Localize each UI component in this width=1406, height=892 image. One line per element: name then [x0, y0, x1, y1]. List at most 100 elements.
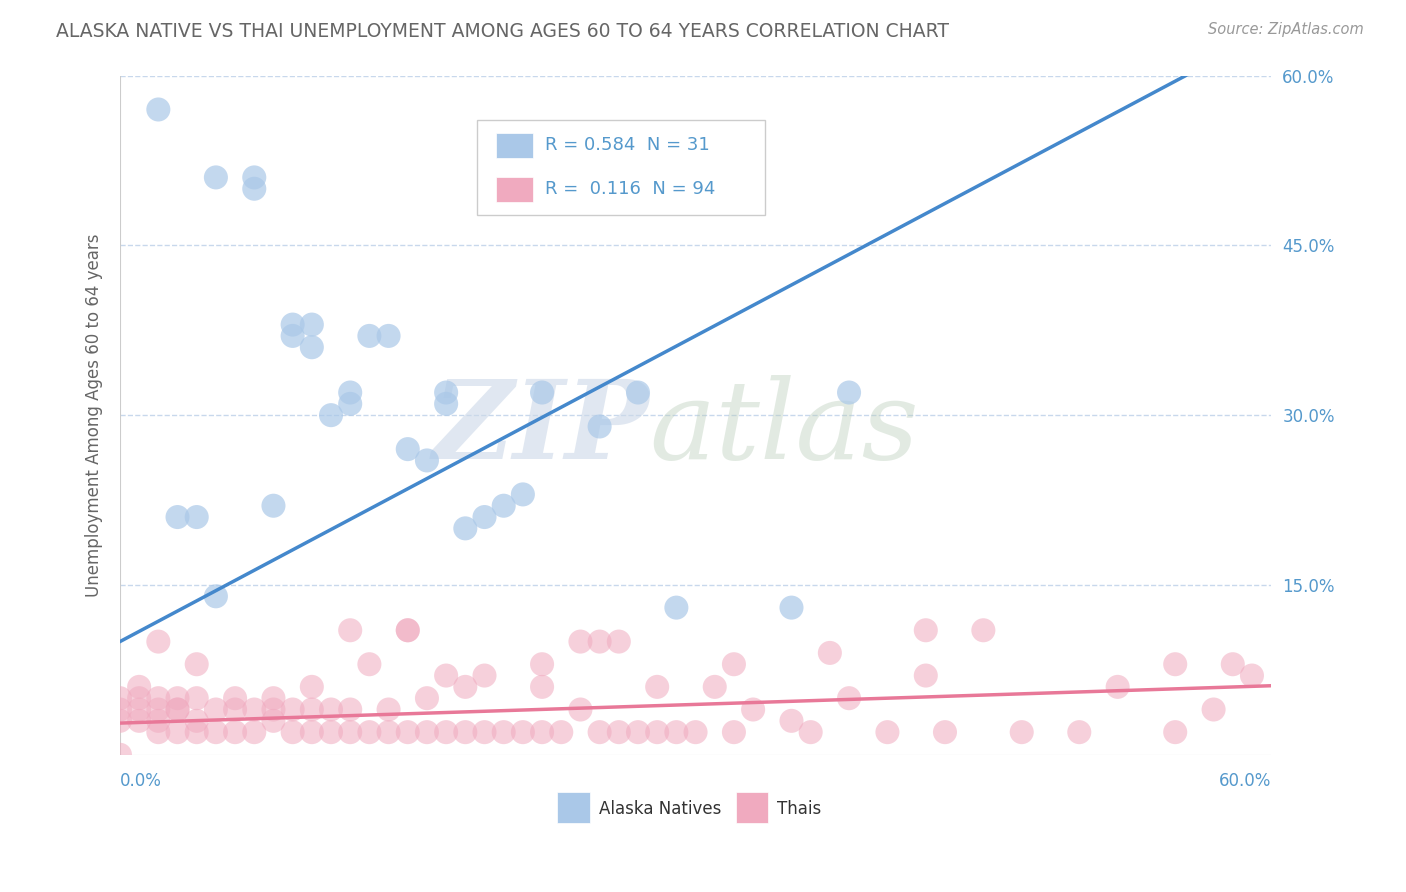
- Point: [186, 725, 208, 739]
- Point: [607, 725, 630, 739]
- Point: [607, 634, 630, 648]
- Text: ZIP: ZIP: [433, 375, 650, 483]
- Point: [800, 725, 823, 739]
- Point: [588, 419, 610, 434]
- Point: [569, 634, 592, 648]
- FancyBboxPatch shape: [477, 120, 765, 215]
- Point: [665, 725, 688, 739]
- Point: [1240, 668, 1263, 682]
- Point: [281, 329, 304, 343]
- Point: [396, 624, 419, 638]
- Point: [454, 680, 477, 694]
- Point: [1069, 725, 1091, 739]
- Point: [128, 680, 150, 694]
- Point: [838, 385, 860, 400]
- Point: [434, 397, 457, 411]
- Point: [396, 725, 419, 739]
- Point: [1164, 725, 1187, 739]
- Text: R = 0.584  N = 31: R = 0.584 N = 31: [544, 136, 710, 154]
- Point: [914, 624, 936, 638]
- Point: [339, 624, 361, 638]
- Point: [1202, 702, 1225, 716]
- Point: [319, 725, 342, 739]
- Point: [205, 170, 228, 185]
- Point: [108, 747, 131, 762]
- Point: [1222, 657, 1244, 672]
- Point: [1107, 680, 1129, 694]
- Point: [224, 702, 246, 716]
- Point: [166, 702, 188, 716]
- Point: [416, 725, 439, 739]
- Point: [301, 680, 323, 694]
- Point: [512, 487, 534, 501]
- Point: [377, 702, 399, 716]
- Point: [243, 182, 266, 196]
- Point: [569, 702, 592, 716]
- Point: [645, 680, 668, 694]
- Point: [723, 657, 745, 672]
- Text: 0.0%: 0.0%: [120, 772, 162, 789]
- Point: [492, 499, 515, 513]
- Point: [474, 668, 496, 682]
- Bar: [496, 178, 533, 202]
- Point: [685, 725, 707, 739]
- Point: [742, 702, 765, 716]
- Point: [416, 691, 439, 706]
- Point: [454, 725, 477, 739]
- Point: [319, 408, 342, 422]
- Point: [224, 691, 246, 706]
- Text: atlas: atlas: [650, 375, 920, 483]
- Point: [818, 646, 841, 660]
- Bar: [557, 792, 589, 822]
- Point: [377, 329, 399, 343]
- Point: [434, 725, 457, 739]
- Point: [627, 385, 650, 400]
- Point: [166, 510, 188, 524]
- Point: [531, 725, 554, 739]
- Point: [627, 725, 650, 739]
- Point: [281, 702, 304, 716]
- Point: [396, 624, 419, 638]
- Point: [186, 657, 208, 672]
- Point: [301, 725, 323, 739]
- Point: [108, 691, 131, 706]
- Point: [281, 725, 304, 739]
- Point: [166, 691, 188, 706]
- Point: [148, 691, 170, 706]
- Point: [281, 318, 304, 332]
- Point: [243, 725, 266, 739]
- Point: [454, 521, 477, 535]
- Point: [262, 714, 284, 728]
- Point: [512, 725, 534, 739]
- Point: [665, 600, 688, 615]
- Point: [703, 680, 725, 694]
- Point: [148, 714, 170, 728]
- Point: [934, 725, 956, 739]
- Point: [262, 691, 284, 706]
- Point: [243, 170, 266, 185]
- Point: [474, 510, 496, 524]
- Point: [531, 657, 554, 672]
- Point: [339, 385, 361, 400]
- Point: [339, 702, 361, 716]
- Point: [166, 725, 188, 739]
- Text: Source: ZipAtlas.com: Source: ZipAtlas.com: [1208, 22, 1364, 37]
- Point: [645, 725, 668, 739]
- Point: [531, 680, 554, 694]
- Text: R =  0.116  N = 94: R = 0.116 N = 94: [544, 180, 716, 198]
- Bar: [496, 133, 533, 158]
- Point: [301, 318, 323, 332]
- Point: [166, 702, 188, 716]
- Point: [262, 702, 284, 716]
- Point: [148, 103, 170, 117]
- Point: [972, 624, 994, 638]
- Point: [876, 725, 898, 739]
- Point: [416, 453, 439, 467]
- Point: [128, 714, 150, 728]
- Point: [780, 600, 803, 615]
- Point: [780, 714, 803, 728]
- Point: [339, 397, 361, 411]
- Point: [359, 725, 381, 739]
- Point: [301, 702, 323, 716]
- Point: [128, 691, 150, 706]
